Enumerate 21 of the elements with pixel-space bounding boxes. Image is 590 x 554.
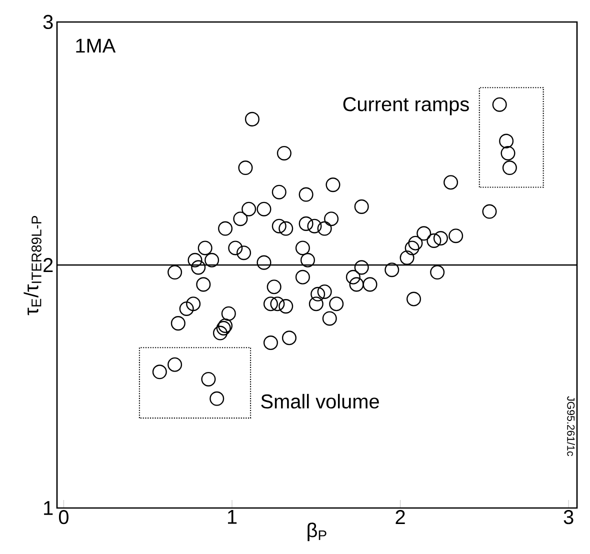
y-tick-label: 3 bbox=[43, 14, 53, 30]
point bbox=[500, 146, 516, 160]
x-tick-label: 2 bbox=[396, 510, 405, 524]
point bbox=[499, 134, 514, 148]
series-label: Current ramps bbox=[343, 97, 469, 116]
y-tick-label: 2 bbox=[44, 258, 53, 272]
series-label: Small volume bbox=[261, 394, 379, 409]
point bbox=[152, 364, 167, 380]
point bbox=[210, 391, 224, 406]
x-tick-label: 1 bbox=[228, 510, 237, 524]
x-tick-label: 3 bbox=[564, 510, 574, 524]
x-axis-title: β$_{P}$ bbox=[308, 522, 326, 542]
annotation: JG95.261/1c bbox=[567, 396, 575, 456]
y-tick-label: 1 bbox=[44, 501, 53, 515]
point bbox=[492, 97, 507, 112]
annotation: 1MA bbox=[76, 38, 116, 53]
x-tick-label: 0 bbox=[58, 510, 68, 524]
y-axis-title: τ$_{E}$/τ$_{ITER89L-P}$ bbox=[24, 216, 42, 316]
point bbox=[502, 160, 517, 176]
point bbox=[201, 372, 216, 386]
point bbox=[168, 357, 182, 372]
